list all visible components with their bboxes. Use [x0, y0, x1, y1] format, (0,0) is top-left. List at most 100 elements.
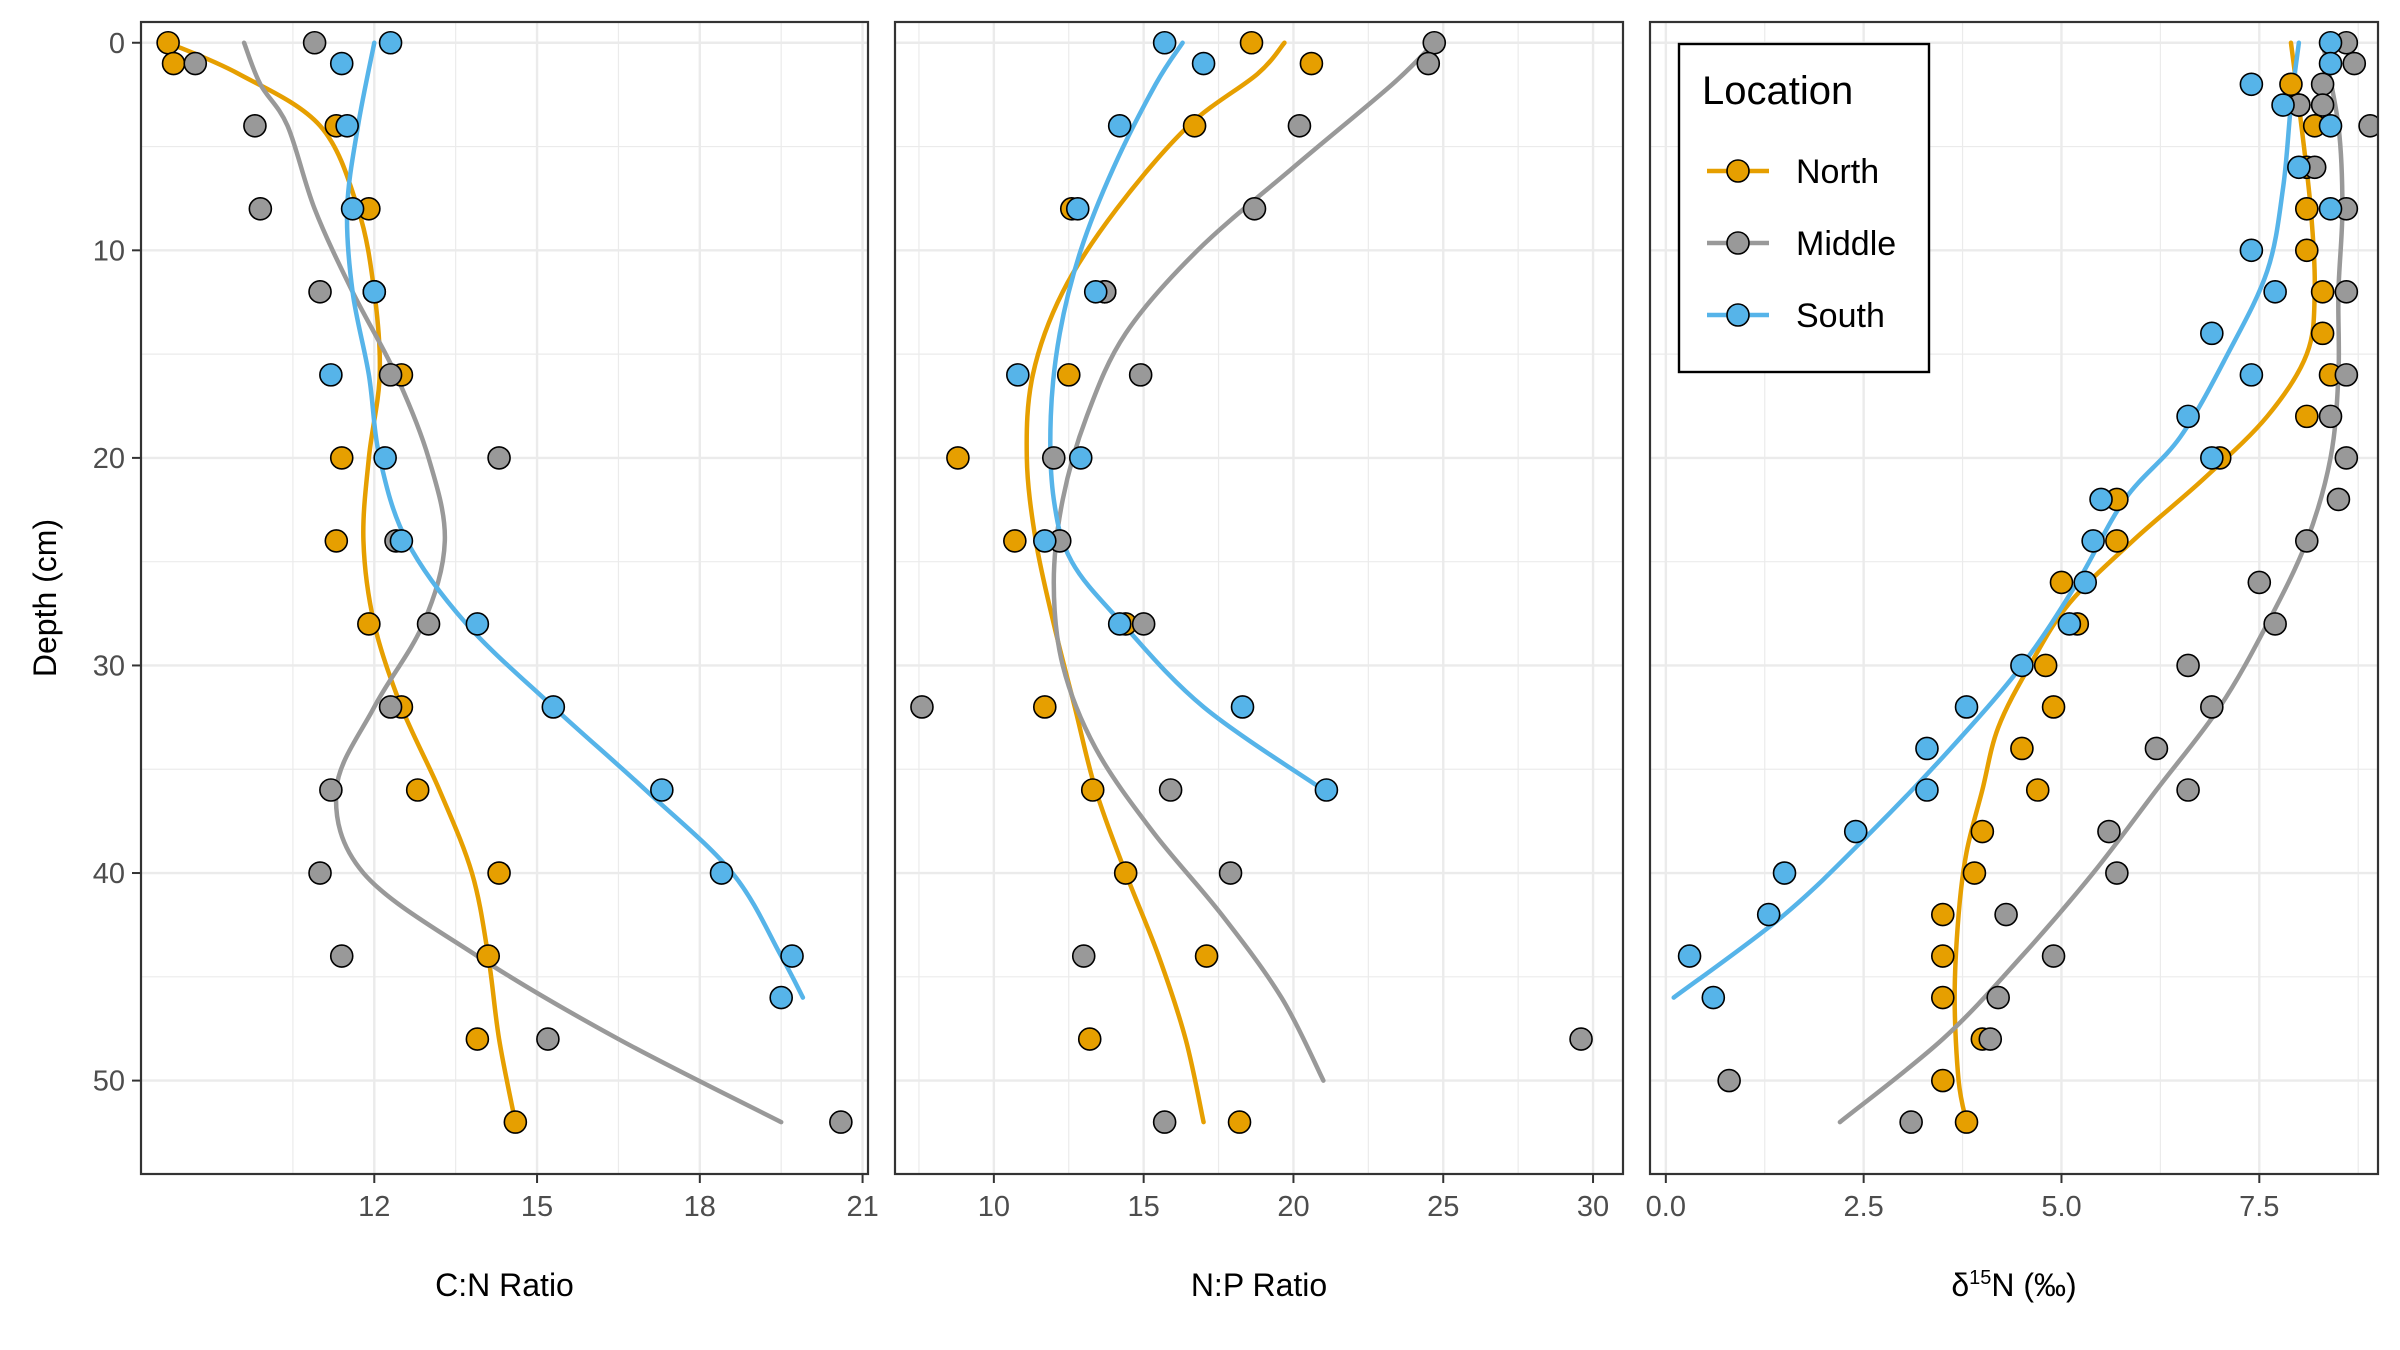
data-point-south — [2271, 93, 2295, 117]
data-point-south — [2089, 487, 2113, 512]
data-point-north — [465, 1027, 490, 1051]
data-point-south — [1083, 280, 1108, 304]
x-tick-label: 0.0 — [1646, 1191, 1686, 1223]
trend-line-north — [165, 40, 518, 1125]
data-point-south — [329, 51, 354, 76]
data-point-middle — [910, 695, 934, 719]
data-point-south — [2176, 404, 2200, 429]
data-point-middle — [319, 778, 343, 802]
data-point-north — [1954, 1110, 1979, 1134]
y-tick-label: 40 — [93, 858, 125, 890]
data-point-north — [1239, 30, 1264, 55]
x-tick-label: 25 — [1427, 1191, 1459, 1223]
data-point-middle — [1569, 1027, 1593, 1051]
data-point-south — [2200, 446, 2224, 470]
data-point-south — [1756, 902, 1781, 927]
data-point-south — [340, 197, 365, 221]
data-point-middle — [2247, 570, 2272, 595]
data-point-middle — [2105, 861, 2129, 885]
data-point-north — [329, 446, 354, 470]
data-point-south — [2318, 197, 2343, 221]
data-point-south — [1065, 197, 1090, 221]
data-point-south — [389, 529, 414, 553]
legend-title: Location — [1702, 69, 1853, 113]
data-point-north — [1930, 944, 1955, 968]
data-point-middle — [1717, 1068, 1741, 1093]
legend-label-south: South — [1796, 297, 1885, 335]
data-point-middle — [2176, 653, 2200, 678]
data-point-middle — [2097, 819, 2121, 844]
x-tick-label: 2.5 — [1843, 1191, 1883, 1223]
data-point-south — [335, 113, 359, 138]
data-point-north — [1056, 363, 1081, 387]
data-point-south — [1006, 363, 1030, 387]
data-point-middle — [308, 280, 332, 304]
data-point-north — [1299, 51, 1324, 76]
data-point-middle — [2294, 529, 2319, 553]
data-point-middle — [1899, 1110, 1923, 1134]
data-point-south — [2318, 113, 2343, 138]
data-point-south — [1107, 113, 1132, 138]
data-point-south — [1314, 778, 1339, 802]
data-point-middle — [2334, 446, 2359, 470]
data-point-middle — [2358, 113, 2378, 138]
y-tick-label: 50 — [93, 1066, 125, 1098]
data-point-north — [1182, 113, 1207, 138]
x-tick-label: 20 — [1277, 1191, 1309, 1223]
data-point-middle — [2334, 363, 2359, 387]
x-tick-label: 15 — [1128, 1191, 1160, 1223]
data-point-middle — [2176, 778, 2200, 802]
panel-grid — [895, 22, 1623, 1174]
data-point-south — [2239, 72, 2264, 97]
data-point-north — [946, 446, 970, 470]
data-point-middle — [2041, 944, 2066, 968]
data-point-north — [1930, 902, 1955, 927]
data-point-south — [1677, 944, 1702, 968]
x-tick-label: 12 — [358, 1191, 390, 1223]
x-tick-label: 15 — [521, 1191, 553, 1223]
data-point-north — [2294, 404, 2319, 429]
data-point-south — [465, 612, 490, 636]
data-point-north — [161, 51, 186, 76]
data-point-north — [1003, 529, 1027, 553]
x-tick-label: 5.0 — [2041, 1191, 2081, 1223]
data-point-north — [2049, 570, 2074, 595]
x-axis-title: N:P Ratio — [1191, 1267, 1327, 1303]
legend-key-point-south — [1726, 303, 1750, 327]
data-point-south — [2200, 321, 2224, 346]
y-tick-label: 20 — [93, 443, 125, 475]
legend-label-north: North — [1796, 153, 1879, 191]
data-point-north — [2025, 778, 2050, 802]
data-point-south — [2081, 529, 2105, 553]
trend-line-north — [1952, 40, 2318, 1125]
panel-grid — [1650, 22, 2378, 1174]
data-point-south — [2073, 570, 2098, 595]
data-point-middle — [1128, 363, 1153, 387]
data-point-north — [2033, 653, 2058, 678]
data-point-middle — [1242, 197, 1267, 221]
data-point-south — [769, 985, 793, 1010]
data-point-south — [1191, 51, 1216, 76]
data-point-north — [2294, 197, 2319, 221]
data-point-south — [1107, 612, 1132, 636]
data-point-north — [405, 778, 430, 802]
x-axis-title-delta: δ — [1951, 1267, 1969, 1303]
data-point-middle — [487, 446, 511, 470]
data-point-north — [1194, 944, 1219, 968]
data-point-south — [1772, 861, 1797, 885]
data-point-south — [1032, 529, 1057, 553]
data-point-south — [2057, 612, 2082, 636]
y-tick-label: 10 — [93, 235, 125, 267]
legend-key-point-middle — [1726, 231, 1750, 255]
x-tick-label: 7.5 — [2239, 1191, 2279, 1223]
data-point-north — [1962, 861, 1987, 885]
data-point-middle — [1986, 985, 2010, 1010]
data-point-middle — [378, 695, 403, 719]
data-point-south — [2318, 51, 2343, 76]
data-point-middle — [2200, 695, 2224, 719]
data-point-south — [1954, 695, 1979, 719]
data-point-middle — [1071, 944, 1096, 968]
x-tick-label: 10 — [978, 1191, 1010, 1223]
data-point-north — [156, 30, 180, 55]
trend-line-south — [1048, 40, 1326, 793]
